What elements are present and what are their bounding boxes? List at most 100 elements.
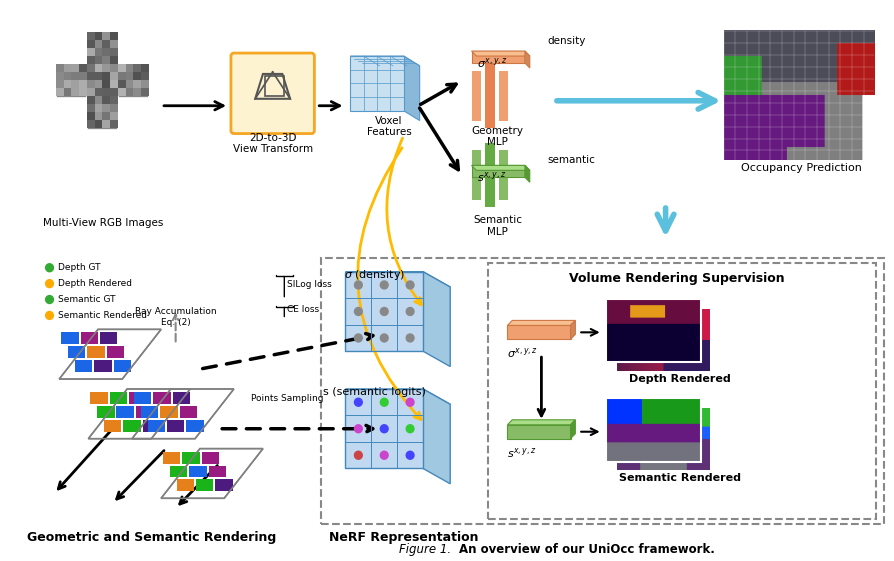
- Text: s (semantic logits): s (semantic logits): [323, 387, 426, 397]
- Bar: [485, 63, 495, 127]
- Circle shape: [406, 398, 414, 406]
- Bar: [606, 398, 701, 462]
- Text: density: density: [547, 36, 586, 46]
- Circle shape: [380, 398, 388, 406]
- Bar: [180, 406, 197, 418]
- Bar: [88, 346, 105, 358]
- Bar: [140, 406, 158, 418]
- Text: NeRF Representation: NeRF Representation: [329, 531, 478, 544]
- Polygon shape: [345, 272, 451, 287]
- Circle shape: [406, 307, 414, 315]
- Text: Semantic GT: Semantic GT: [58, 295, 115, 304]
- Text: $s^{x,y,z}$: $s^{x,y,z}$: [477, 171, 507, 185]
- Bar: [215, 480, 232, 491]
- Text: Voxel
Features: Voxel Features: [367, 116, 411, 137]
- Bar: [154, 392, 171, 404]
- Circle shape: [355, 451, 362, 459]
- FancyBboxPatch shape: [88, 98, 117, 128]
- Circle shape: [380, 334, 388, 342]
- Circle shape: [406, 425, 414, 433]
- Text: Points Sampling: Points Sampling: [251, 394, 324, 403]
- Polygon shape: [471, 165, 530, 171]
- Bar: [136, 406, 154, 418]
- FancyBboxPatch shape: [231, 53, 315, 134]
- Bar: [80, 332, 98, 344]
- Polygon shape: [508, 420, 576, 425]
- FancyBboxPatch shape: [88, 66, 117, 97]
- Polygon shape: [570, 420, 576, 439]
- FancyBboxPatch shape: [118, 66, 148, 97]
- Polygon shape: [423, 272, 451, 366]
- Circle shape: [355, 398, 362, 406]
- Bar: [508, 425, 570, 439]
- Bar: [488, 263, 876, 519]
- Bar: [265, 76, 284, 96]
- Bar: [208, 466, 226, 477]
- Bar: [114, 360, 131, 372]
- Polygon shape: [525, 165, 530, 182]
- Text: Depth GT: Depth GT: [58, 263, 101, 272]
- Bar: [186, 420, 204, 432]
- Text: Ray Accumulation
Eq. (2): Ray Accumulation Eq. (2): [135, 307, 216, 327]
- Bar: [148, 420, 165, 432]
- FancyBboxPatch shape: [56, 66, 87, 97]
- Bar: [508, 325, 570, 339]
- Bar: [90, 392, 108, 404]
- Text: Volume Rendering Supervision: Volume Rendering Supervision: [569, 272, 785, 285]
- Text: Geometry
MLP: Geometry MLP: [472, 126, 524, 147]
- Text: Semantic Rendered: Semantic Rendered: [58, 311, 148, 320]
- Bar: [499, 150, 509, 200]
- Polygon shape: [525, 51, 530, 68]
- Bar: [116, 406, 134, 418]
- Bar: [471, 150, 481, 200]
- Polygon shape: [345, 389, 451, 404]
- Bar: [173, 392, 190, 404]
- Bar: [94, 360, 112, 372]
- Polygon shape: [403, 56, 419, 121]
- Circle shape: [355, 281, 362, 289]
- Circle shape: [406, 334, 414, 342]
- Text: CE loss: CE loss: [287, 305, 319, 314]
- Polygon shape: [423, 389, 451, 484]
- Bar: [75, 360, 92, 372]
- Text: semantic: semantic: [547, 155, 595, 165]
- Text: Multi-View RGB Images: Multi-View RGB Images: [43, 218, 163, 228]
- Circle shape: [46, 264, 54, 272]
- Bar: [190, 466, 207, 477]
- Circle shape: [46, 311, 54, 319]
- Circle shape: [380, 307, 388, 315]
- Bar: [134, 392, 151, 404]
- Circle shape: [406, 451, 414, 459]
- Text: SILog loss: SILog loss: [287, 280, 332, 289]
- Bar: [485, 142, 495, 207]
- Bar: [471, 51, 525, 63]
- Text: Figure 1.: Figure 1.: [400, 543, 459, 556]
- Text: $s^{x,y,z}$: $s^{x,y,z}$: [508, 445, 537, 459]
- Circle shape: [380, 281, 388, 289]
- Polygon shape: [345, 389, 423, 468]
- Bar: [110, 392, 127, 404]
- Bar: [606, 298, 701, 362]
- Circle shape: [46, 280, 54, 288]
- Polygon shape: [570, 320, 576, 339]
- Bar: [170, 466, 187, 477]
- Polygon shape: [345, 272, 423, 351]
- Text: 2D-to-3D
View Transform: 2D-to-3D View Transform: [232, 132, 313, 154]
- Text: Depth Rendered: Depth Rendered: [629, 374, 731, 384]
- Bar: [160, 406, 178, 418]
- Polygon shape: [471, 51, 530, 56]
- Bar: [129, 392, 147, 404]
- Bar: [143, 420, 160, 432]
- Polygon shape: [508, 320, 576, 325]
- Bar: [471, 71, 481, 121]
- Polygon shape: [350, 56, 403, 111]
- Bar: [182, 452, 200, 463]
- Text: Occupancy Prediction: Occupancy Prediction: [741, 163, 862, 173]
- Text: Semantic
MLP: Semantic MLP: [473, 215, 522, 237]
- Polygon shape: [350, 56, 419, 66]
- Circle shape: [406, 281, 414, 289]
- Bar: [123, 420, 140, 432]
- Text: An overview of our UniOcc framework.: An overview of our UniOcc framework.: [459, 543, 715, 556]
- Text: Semantic Rendered: Semantic Rendered: [620, 473, 741, 484]
- Text: $\sigma^{x,y,z}$: $\sigma^{x,y,z}$: [477, 56, 509, 70]
